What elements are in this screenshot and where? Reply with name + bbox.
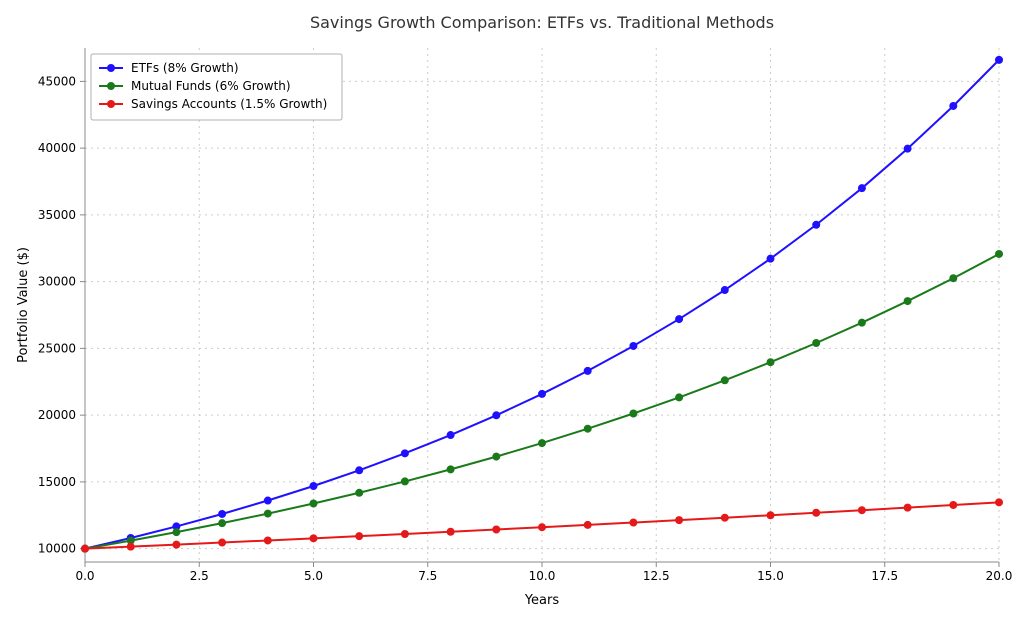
series-marker [127,543,135,551]
series-marker [629,342,637,350]
series-marker [447,431,455,439]
series-marker [264,536,272,544]
series-marker [904,145,912,153]
series-marker [858,506,866,514]
y-tick-label: 30000 [38,275,76,289]
y-tick-label: 10000 [38,542,76,556]
y-tick-label: 20000 [38,408,76,422]
series-marker [447,528,455,536]
series-marker [492,411,500,419]
series-marker [721,286,729,294]
y-axis-label: Portfolio Value ($) [16,247,31,363]
series-marker [767,255,775,263]
series-marker [492,453,500,461]
series-marker [721,514,729,522]
series-marker [995,250,1003,258]
y-tick-label: 35000 [38,208,76,222]
x-tick-label: 2.5 [190,569,209,583]
series-marker [492,526,500,534]
y-tick-label: 40000 [38,141,76,155]
legend-label: Savings Accounts (1.5% Growth) [131,97,327,111]
series-marker [995,56,1003,64]
series-marker [767,358,775,366]
series-marker [629,410,637,418]
series-marker [310,482,318,490]
series-marker [584,425,592,433]
series-marker [584,367,592,375]
series-marker [812,509,820,517]
x-tick-label: 12.5 [643,569,670,583]
series-marker [401,477,409,485]
y-tick-label: 45000 [38,74,76,88]
series-marker [355,489,363,497]
series-marker [904,297,912,305]
series-marker [858,319,866,327]
series-marker [538,390,546,398]
series-marker [218,539,226,547]
series-marker [538,523,546,531]
x-tick-label: 17.5 [871,569,898,583]
x-tick-label: 15.0 [757,569,784,583]
series-marker [355,466,363,474]
series-marker [721,376,729,384]
series-marker [310,499,318,507]
series-marker [447,465,455,473]
series-marker [629,519,637,527]
legend-label: Mutual Funds (6% Growth) [131,79,291,93]
y-tick-label: 15000 [38,475,76,489]
series-marker [949,102,957,110]
legend: ETFs (8% Growth) Mutual Funds (6% Growth)… [91,54,342,120]
series-marker [675,315,683,323]
series-marker [675,393,683,401]
x-axis-label: Years [524,593,560,608]
legend-swatch-marker [107,64,115,72]
y-tick-label: 25000 [38,341,76,355]
chart-svg: 0.0 2.5 5.0 7.5 10.0 12.5 15.0 17.5 20.0 10000 150… [0,0,1024,620]
series-marker [218,519,226,527]
series-marker [675,516,683,524]
legend-swatch-marker [107,100,115,108]
series-marker [812,339,820,347]
series-marker [355,532,363,540]
series-marker [767,511,775,519]
series-marker [401,530,409,538]
series-marker [995,498,1003,506]
series-marker [538,439,546,447]
series-marker [81,545,89,553]
series-marker [310,534,318,542]
series-marker [904,504,912,512]
series-marker [218,510,226,518]
x-tick-label: 0.0 [75,569,94,583]
series-marker [858,184,866,192]
series-marker [949,274,957,282]
x-tick-label: 20.0 [986,569,1013,583]
x-tick-label: 7.5 [418,569,437,583]
series-marker [264,497,272,505]
series-marker [584,521,592,529]
savings-growth-chart: 0.0 2.5 5.0 7.5 10.0 12.5 15.0 17.5 20.0 10000 150… [0,0,1024,620]
series-marker [172,528,180,536]
x-tick-label: 5.0 [304,569,323,583]
legend-label: ETFs (8% Growth) [131,61,239,75]
series-marker [172,541,180,549]
series-marker [401,449,409,457]
chart-title: Savings Growth Comparison: ETFs vs. Trad… [310,13,774,32]
series-marker [949,501,957,509]
x-tick-label: 10.0 [529,569,556,583]
series-marker [812,221,820,229]
series-marker [264,510,272,518]
legend-swatch-marker [107,82,115,90]
